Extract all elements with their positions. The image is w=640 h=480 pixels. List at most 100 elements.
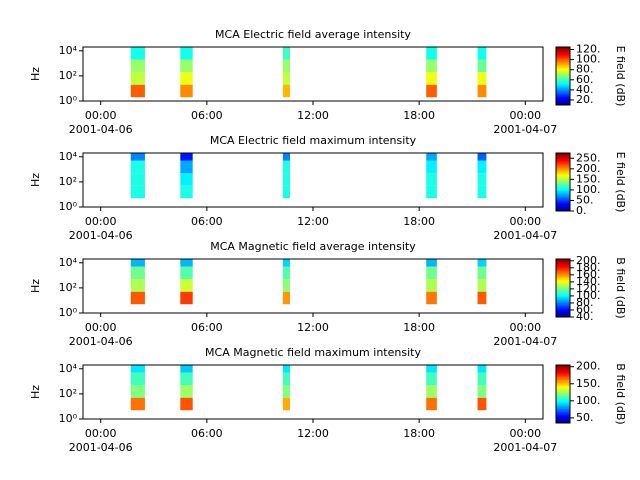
x-tick-label: 06:00 bbox=[191, 321, 223, 334]
spectrogram-cell bbox=[426, 153, 437, 161]
colorbar-slice bbox=[556, 60, 570, 62]
colorbar-slice bbox=[556, 395, 570, 398]
colorbar-tick-label: 60. bbox=[576, 303, 594, 316]
colorbar-slice bbox=[556, 54, 570, 57]
colorbar-slice bbox=[556, 263, 570, 266]
x-tick-label: 00:00 bbox=[85, 321, 117, 334]
colorbar-tick-label: 40. bbox=[576, 83, 594, 96]
spectrogram-cell bbox=[477, 173, 487, 186]
colorbar-slice bbox=[556, 89, 570, 91]
colorbar-slice bbox=[556, 195, 570, 197]
spectrogram-cell bbox=[426, 385, 437, 398]
colorbar-slice bbox=[556, 409, 570, 412]
y-tick-label: 10⁰ bbox=[59, 200, 78, 213]
spectrogram-cell bbox=[282, 372, 290, 386]
panel-title: MCA Electric field average intensity bbox=[215, 28, 411, 41]
colorbar-slice bbox=[556, 411, 570, 414]
colorbar-slice bbox=[556, 167, 570, 170]
colorbar-slice bbox=[556, 170, 570, 173]
colorbar-tick-label: 100. bbox=[576, 53, 601, 66]
y-tick-label: 10² bbox=[59, 281, 77, 294]
spectrogram-cell bbox=[426, 59, 437, 73]
colorbar-slice bbox=[556, 160, 570, 163]
colorbar-slice bbox=[556, 78, 570, 81]
colorbar-slice bbox=[556, 306, 570, 309]
colorbar-slice bbox=[556, 280, 570, 283]
colorbar-slice bbox=[556, 372, 570, 375]
spectrogram-cell bbox=[180, 266, 193, 280]
spectrogram-cell bbox=[180, 185, 193, 199]
colorbar-slice bbox=[556, 404, 570, 407]
y-tick-label: 10⁰ bbox=[59, 412, 78, 425]
x-tick-label: 18:00 bbox=[403, 215, 435, 228]
colorbar-slice bbox=[556, 261, 570, 264]
colorbar-slice bbox=[556, 388, 570, 391]
colorbar-slice bbox=[556, 266, 570, 269]
colorbar-slice bbox=[556, 202, 570, 205]
colorbar-slice bbox=[556, 259, 570, 261]
colorbar-slice bbox=[556, 412, 570, 415]
colorbar-label: B field (dB) bbox=[614, 257, 627, 318]
spectrogram-cell bbox=[130, 365, 145, 373]
panel-title: MCA Magnetic field maximum intensity bbox=[205, 346, 421, 359]
colorbar-slice bbox=[556, 382, 570, 385]
x-tick-label: 00:00 bbox=[509, 427, 541, 440]
colorbar-slice bbox=[556, 180, 570, 183]
y-tick-label: 10⁰ bbox=[59, 94, 78, 107]
spectrogram-cell bbox=[180, 365, 193, 373]
spectrogram-cell bbox=[282, 72, 290, 85]
colorbar-tick-label: 160. bbox=[576, 268, 601, 281]
x-tick-label: 12:00 bbox=[297, 427, 329, 440]
spectrogram-cell bbox=[282, 185, 290, 199]
spectrogram-cell bbox=[477, 372, 487, 386]
colorbar-slice bbox=[556, 407, 570, 409]
x-tick-label: 00:00 bbox=[85, 427, 117, 440]
spectrogram-cell bbox=[180, 47, 193, 60]
colorbar-slice bbox=[556, 153, 570, 155]
colorbar-slice bbox=[556, 166, 570, 168]
spectrogram-cell bbox=[282, 291, 290, 305]
spectrogram-cell bbox=[477, 365, 487, 373]
colorbar-slice bbox=[556, 301, 570, 303]
colorbar-tick-label: 40. bbox=[576, 310, 594, 323]
colorbar-slice bbox=[556, 91, 570, 94]
x-tick-label: 06:00 bbox=[191, 427, 223, 440]
spectrogram-cell bbox=[426, 160, 437, 174]
spectrogram-cell bbox=[130, 160, 145, 174]
colorbar-slice bbox=[556, 173, 570, 176]
spectrogram-cell bbox=[180, 84, 193, 98]
colorbar-slice bbox=[556, 264, 570, 267]
colorbar-slice bbox=[556, 277, 570, 280]
colorbar-slice bbox=[556, 196, 570, 199]
colorbar-slice bbox=[556, 68, 570, 71]
spectrogram-cell bbox=[130, 397, 145, 411]
spectrogram-cell bbox=[282, 47, 290, 60]
colorbar-slice bbox=[556, 283, 570, 286]
panel-title: MCA Magnetic field average intensity bbox=[210, 240, 416, 253]
colorbar-tick-label: 120. bbox=[576, 282, 601, 295]
colorbar-slice bbox=[556, 383, 570, 386]
colorbar-slice bbox=[556, 378, 570, 380]
colorbar-slice bbox=[556, 314, 570, 317]
colorbar-slice bbox=[556, 370, 570, 373]
spectrogram-cell bbox=[282, 173, 290, 186]
colorbar-slice bbox=[556, 386, 570, 389]
colorbar-slice bbox=[556, 303, 570, 306]
colorbar-slice bbox=[556, 293, 570, 296]
x-date-label: 2001-04-07 bbox=[493, 335, 557, 348]
colorbar-slice bbox=[556, 206, 570, 209]
colorbar-slice bbox=[556, 398, 570, 401]
x-date-label: 2001-04-07 bbox=[493, 441, 557, 454]
spectrogram-cell bbox=[180, 160, 193, 174]
colorbar-tick-label: 50. bbox=[576, 411, 594, 424]
colorbar-slice bbox=[556, 302, 570, 305]
y-tick-label: 10⁴ bbox=[59, 362, 78, 375]
colorbar-slice bbox=[556, 97, 570, 100]
spectrogram-cell bbox=[130, 372, 145, 386]
colorbar-tick-label: 80. bbox=[576, 296, 594, 309]
colorbar-slice bbox=[556, 86, 570, 89]
spectrogram-cell bbox=[130, 259, 145, 267]
colorbar-slice bbox=[556, 193, 570, 196]
colorbar-slice bbox=[556, 309, 570, 312]
colorbar-slice bbox=[556, 73, 570, 76]
